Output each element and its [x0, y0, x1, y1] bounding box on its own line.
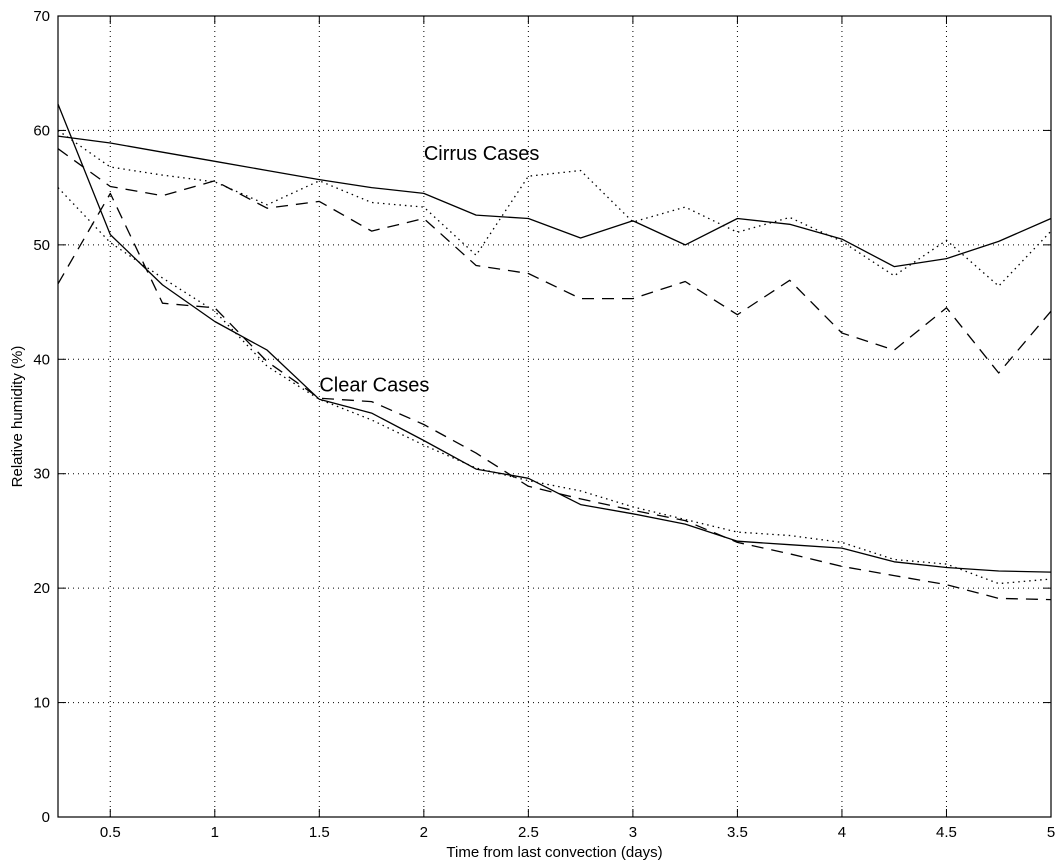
x-tick-label: 0.5 [100, 824, 121, 841]
x-tick-label: 2.5 [518, 824, 539, 841]
annotation-layer: Cirrus Cases Clear Cases [319, 143, 539, 396]
x-axis-label: Time from last convection (days) [446, 844, 662, 861]
x-tick-label: 3 [629, 824, 637, 841]
cirrus-series-solid-line [57, 135, 1052, 268]
clear-series-solid-line [57, 103, 1052, 573]
x-tick-labels: 0.5 1 1.5 2 2.5 3 3.5 4 4.5 5 [100, 824, 1055, 841]
series-layer [57, 103, 1052, 601]
x-tick-label: 4 [838, 824, 846, 841]
y-tick-label: 30 [33, 466, 50, 483]
y-tick-label: 20 [33, 580, 50, 597]
clear-series-dotted-line [57, 187, 1052, 585]
annotation-label: Clear Cases [319, 374, 429, 396]
y-tick-label: 50 [33, 237, 50, 254]
y-axis-label: Relative humidity (%) [9, 346, 26, 488]
clear-series-dashed-line [57, 192, 1052, 601]
x-tick-label: 4.5 [936, 824, 957, 841]
y-tick-label: 0 [42, 809, 50, 826]
y-tick-labels: 0 10 20 30 40 50 60 70 [33, 8, 50, 826]
x-tick-label: 3.5 [727, 824, 748, 841]
x-tick-label: 5 [1047, 824, 1055, 841]
x-tick-label: 1 [211, 824, 219, 841]
y-tick-label: 40 [33, 351, 50, 368]
tick-marks [58, 15, 1052, 818]
y-tick-label: 10 [33, 695, 50, 712]
cirrus-series-dashed-line [57, 148, 1052, 374]
y-tick-label: 60 [33, 122, 50, 139]
annotation-label: Cirrus Cases [424, 143, 540, 165]
x-tick-label: 1.5 [309, 824, 330, 841]
plot-frame [57, 15, 1052, 818]
x-tick-label: 2 [420, 824, 428, 841]
grid-lines [58, 16, 1051, 817]
y-tick-label: 70 [33, 8, 50, 25]
